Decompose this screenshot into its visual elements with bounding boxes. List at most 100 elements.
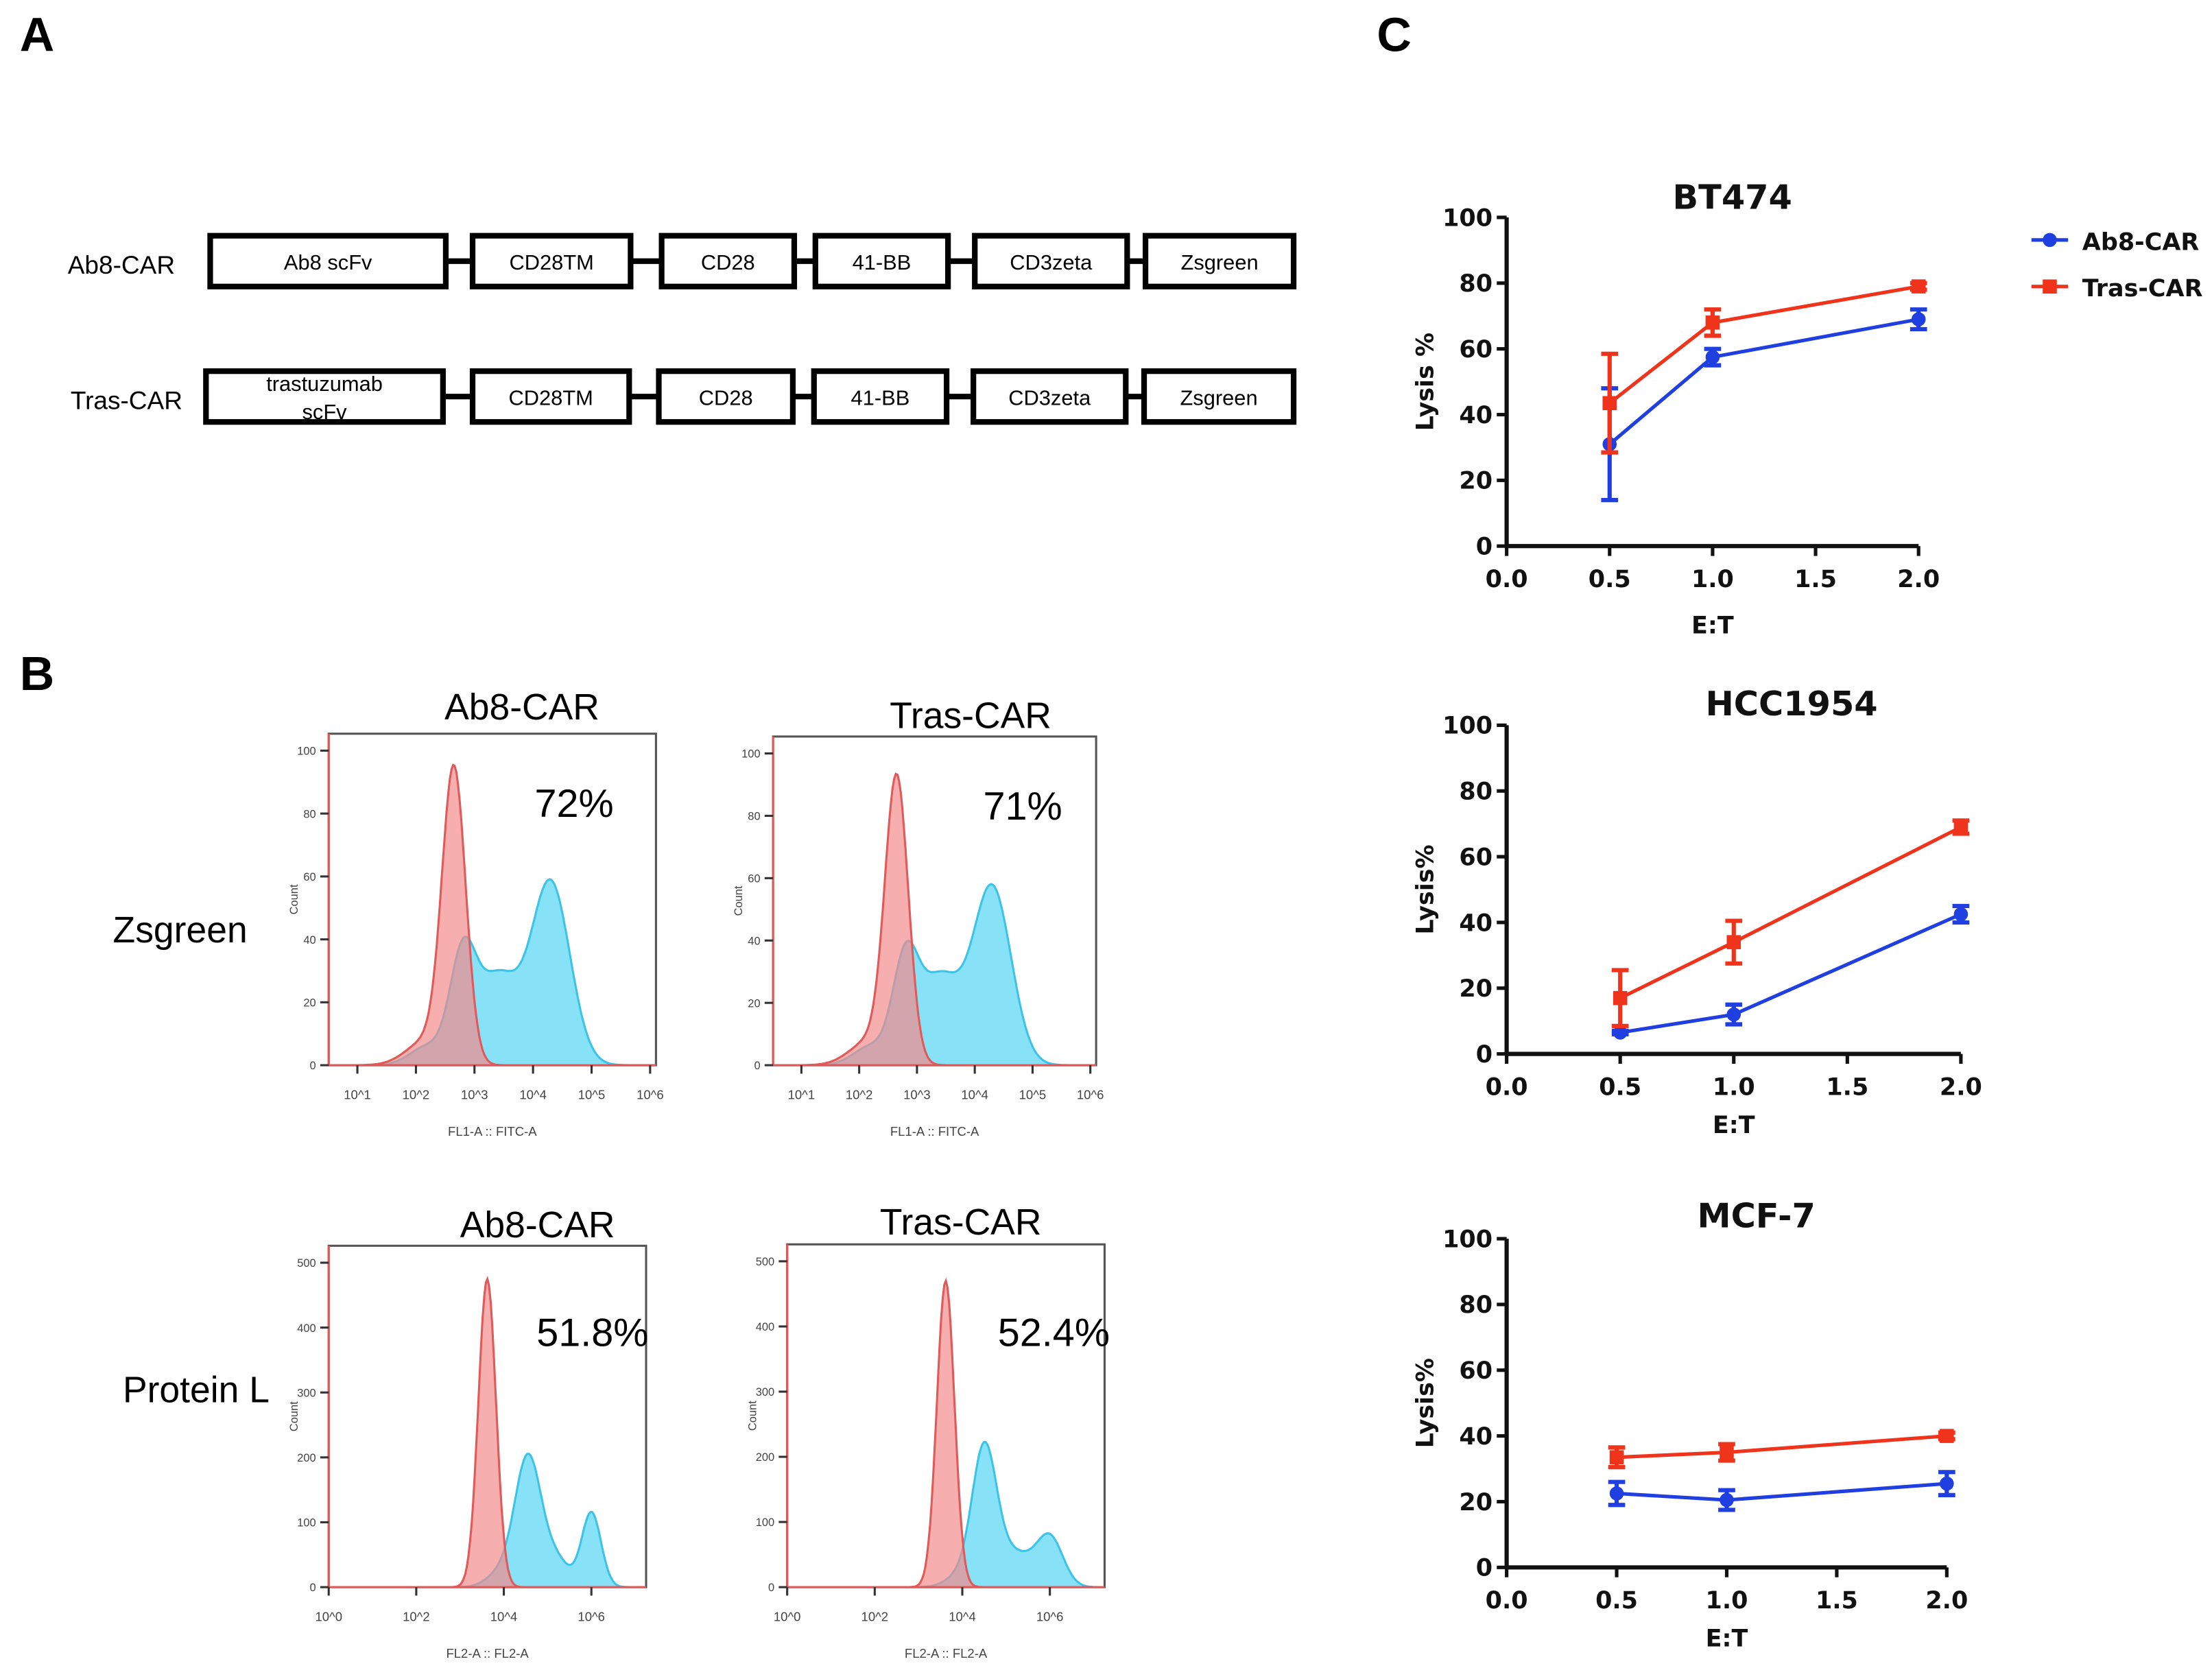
y-tick-label: 40: [1459, 402, 1492, 429]
series-ab8-car: [1611, 903, 1970, 1040]
y-tick-label: 0: [1476, 1041, 1492, 1069]
domain-label: 41-BB: [853, 250, 912, 274]
x-tick-label: 0.5: [1589, 566, 1631, 593]
x-axis-label: FL2-A :: FL2-A: [905, 1646, 988, 1660]
histogram: Ab8-CAR 0 100 200 300 400 500 10^0 10^2 10^4 10^6 F…: [288, 1205, 648, 1660]
y-tick-label: 20: [748, 997, 760, 1010]
legend-label: Ab8-CAR: [2082, 228, 2200, 256]
construct-name: Tras-CAR: [71, 386, 182, 415]
y-tick-label: 40: [1459, 1423, 1492, 1451]
x-tick-label: 0.5: [1595, 1587, 1638, 1615]
y-tick-label: 0: [1476, 534, 1492, 561]
x-tick-label: 2.0: [1925, 1587, 1968, 1615]
data-point: [1602, 396, 1617, 411]
x-tick-label: 10^3: [461, 1087, 488, 1102]
x-tick-label: 10^6: [1036, 1609, 1064, 1623]
domain-box: [1141, 368, 1297, 425]
data-point: [1953, 907, 1969, 922]
chart-title: BT474: [1673, 178, 1792, 217]
y-tick-label: 0: [768, 1582, 774, 1594]
x-tick-label: 10^0: [315, 1609, 342, 1623]
x-axis-label: E:T: [1706, 1625, 1748, 1652]
x-tick-label: 2.0: [1940, 1073, 1982, 1101]
percent-positive: 52.4%: [998, 1311, 1110, 1355]
y-tick-label: 0: [1476, 1555, 1492, 1582]
y-axis-label: Lysis %: [1412, 333, 1440, 431]
histogram: Tras-CAR 0 100 200 300 400 500 10^0 10^2 10^4 10^6…: [746, 1202, 1110, 1660]
series-ab8-car: [1601, 307, 1927, 503]
data-point: [1726, 935, 1741, 949]
domain-box: [1142, 233, 1297, 289]
y-tick-label: 400: [297, 1322, 316, 1335]
y-tick-label: 60: [1459, 1357, 1492, 1385]
series-line: [1608, 285, 1919, 405]
domain-label: CD28: [701, 250, 755, 274]
x-tick-label: 0.5: [1599, 1073, 1641, 1101]
x-tick-label: 10^3: [903, 1087, 931, 1102]
x-tick-label: 10^6: [1077, 1087, 1104, 1102]
series-tras-car: [1608, 1429, 1955, 1470]
x-tick-label: 10^4: [961, 1087, 988, 1102]
chart-title: MCF-7: [1697, 1196, 1815, 1236]
x-tick-label: 1.0: [1691, 566, 1734, 593]
y-tick-label: 80: [1459, 270, 1492, 298]
y-tick-label: 500: [297, 1257, 316, 1270]
x-tick-label: 0.0: [1486, 1073, 1528, 1101]
y-tick-label: 20: [1459, 1489, 1492, 1516]
x-tick-label: 10^1: [344, 1087, 371, 1102]
data-point: [1726, 1007, 1741, 1022]
y-tick-label: 100: [741, 748, 760, 761]
car-construct-diagram: Ab8-CAR Ab8 scFv CD28TM CD28 41-BB CD3zeta Zsg…: [68, 233, 1297, 425]
x-tick-label: 10^2: [846, 1087, 873, 1102]
percent-positive: 51.8%: [536, 1311, 648, 1355]
x-tick-label: 2.0: [1897, 566, 1940, 593]
y-tick-label: 80: [748, 811, 760, 823]
x-tick-label: 10^0: [774, 1609, 801, 1623]
domain-label: 41-BB: [851, 386, 910, 410]
y-tick-label: 100: [297, 746, 316, 758]
line-chart: BT474 0 20 40 60 80 100 0.0 0.5 1.0 1.5 2.0 E:T Lysis…: [1412, 178, 1940, 640]
y-tick-label: 0: [310, 1582, 316, 1594]
y-axis-label: Count: [733, 885, 745, 916]
x-tick-label: 10^2: [403, 1609, 430, 1623]
data-point: [1609, 1486, 1624, 1501]
y-axis-label: Lysis%: [1412, 844, 1440, 934]
y-tick-label: 80: [1459, 778, 1492, 806]
construct-row: Ab8-CAR Ab8 scFv CD28TM CD28 41-BB CD3zeta Zsg…: [68, 233, 1297, 289]
x-tick-label: 0.0: [1486, 566, 1528, 593]
x-tick-label: 1.5: [1816, 1587, 1858, 1615]
domain-label: Zsgreen: [1180, 386, 1257, 410]
x-tick-label: 1.0: [1713, 1073, 1755, 1101]
histogram-title: Tras-CAR: [880, 1202, 1042, 1243]
data-point: [1940, 1476, 1954, 1491]
line-chart: HCC1954 0 20 40 60 80 100 0.0 0.5 1.0 1.5 2.0 E:T Lys…: [1412, 684, 1982, 1139]
histogram-title: Ab8-CAR: [460, 1205, 615, 1246]
x-tick-label: 1.5: [1794, 566, 1837, 593]
data-point: [1705, 350, 1720, 364]
y-axis-label: Lysis%: [1412, 1358, 1440, 1448]
data-point: [1705, 315, 1720, 330]
y-tick-label: 20: [1459, 468, 1492, 495]
series-line: [1608, 317, 1919, 446]
data-point: [1613, 990, 1628, 1005]
legend: Ab8-CAR Tras-CAR: [2031, 228, 2203, 302]
y-tick-label: 100: [756, 1516, 774, 1529]
y-tick-label: 400: [756, 1321, 774, 1333]
panel-label-a: A: [20, 8, 54, 61]
histogram-title: Ab8-CAR: [444, 687, 599, 728]
domain-label: CD3zeta: [1008, 386, 1091, 410]
y-tick-label: 0: [754, 1060, 760, 1072]
control-histogram: [329, 1275, 646, 1588]
x-axis-label: E:T: [1691, 612, 1734, 640]
line-chart: MCF-7 0 20 40 60 80 100 0.0 0.5 1.0 1.5 2.0 E:T Lysis…: [1412, 1196, 1969, 1653]
y-tick-label: 60: [1459, 336, 1492, 364]
y-tick-label: 200: [756, 1451, 774, 1464]
domain-label: trastuzumab scFv: [266, 372, 383, 424]
series-line: [1616, 1481, 1947, 1502]
percent-positive: 71%: [984, 785, 1062, 829]
series-tras-car: [1601, 279, 1927, 455]
construct-row: Tras-CAR trastuzumab scFv CD28TM CD28 41-BB CD…: [71, 368, 1297, 425]
x-tick-label: 0.0: [1486, 1587, 1528, 1615]
data-point: [1720, 1445, 1734, 1460]
domain-label-line: scFv: [302, 400, 348, 424]
